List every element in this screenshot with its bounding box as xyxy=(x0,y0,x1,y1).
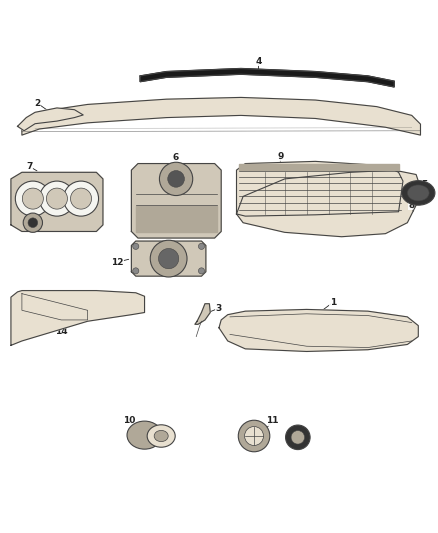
Polygon shape xyxy=(136,206,217,232)
Circle shape xyxy=(198,243,205,249)
Polygon shape xyxy=(131,164,221,238)
Circle shape xyxy=(15,181,50,216)
Text: 7: 7 xyxy=(27,162,33,171)
Circle shape xyxy=(46,188,67,209)
Circle shape xyxy=(150,240,187,277)
Circle shape xyxy=(198,268,205,274)
Polygon shape xyxy=(22,98,420,135)
Text: 6: 6 xyxy=(173,152,179,161)
Circle shape xyxy=(39,181,74,216)
Circle shape xyxy=(28,218,38,228)
Text: 5: 5 xyxy=(422,180,428,189)
Text: 11: 11 xyxy=(266,416,279,425)
Circle shape xyxy=(238,420,270,452)
Text: 12: 12 xyxy=(111,257,124,266)
Circle shape xyxy=(133,268,139,274)
Polygon shape xyxy=(18,108,83,131)
Text: 14: 14 xyxy=(55,327,67,336)
Circle shape xyxy=(71,188,92,209)
Circle shape xyxy=(133,243,139,249)
Polygon shape xyxy=(237,170,420,237)
Ellipse shape xyxy=(127,421,162,449)
Text: 4: 4 xyxy=(255,57,261,66)
Polygon shape xyxy=(237,161,403,216)
Text: 2: 2 xyxy=(34,99,40,108)
Polygon shape xyxy=(11,172,103,231)
Text: 3: 3 xyxy=(216,304,222,313)
Ellipse shape xyxy=(402,181,435,205)
Circle shape xyxy=(22,188,43,209)
Text: 9: 9 xyxy=(277,151,283,160)
Polygon shape xyxy=(219,310,418,351)
Circle shape xyxy=(23,213,42,232)
Circle shape xyxy=(168,171,184,187)
Circle shape xyxy=(64,181,99,216)
Circle shape xyxy=(244,426,264,446)
Circle shape xyxy=(159,248,179,269)
Polygon shape xyxy=(140,69,394,87)
Text: 1: 1 xyxy=(330,298,336,307)
Ellipse shape xyxy=(147,425,175,447)
Text: 10: 10 xyxy=(123,416,135,425)
Polygon shape xyxy=(195,304,210,324)
Ellipse shape xyxy=(154,431,168,442)
Circle shape xyxy=(286,425,310,449)
Polygon shape xyxy=(11,290,145,345)
Polygon shape xyxy=(131,241,206,276)
Circle shape xyxy=(159,162,193,196)
Polygon shape xyxy=(239,164,399,170)
Ellipse shape xyxy=(407,185,429,201)
Circle shape xyxy=(291,431,304,444)
Text: 8: 8 xyxy=(409,201,415,209)
